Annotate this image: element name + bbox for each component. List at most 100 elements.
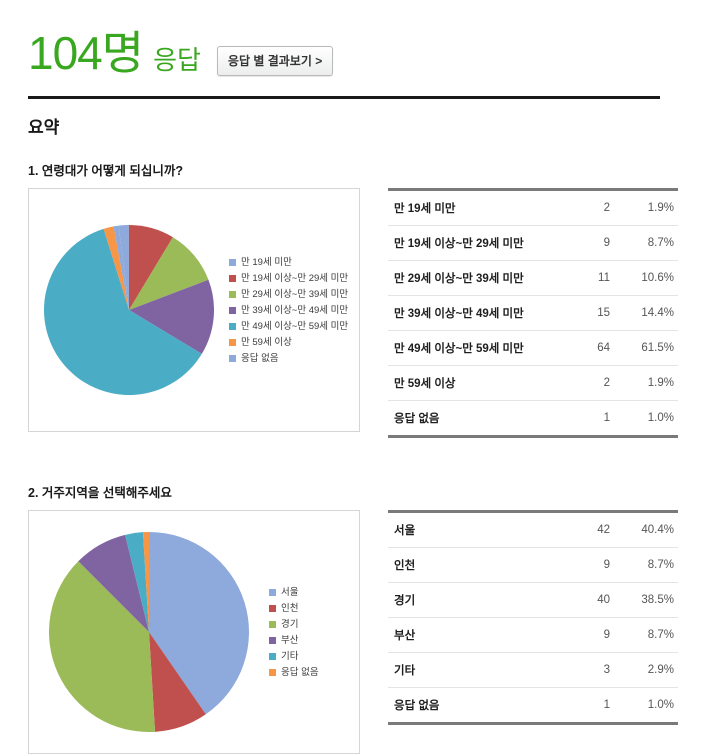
pie-slice	[129, 279, 214, 354]
legend-item: 만 39세 이상~만 49세 미만	[229, 305, 348, 316]
row-label: 만 59세 이상	[388, 365, 560, 401]
legend-label: 기타	[281, 650, 299, 662]
row-label: 부산	[388, 617, 560, 653]
question-title-1: 1. 연령대가 어떻게 되십니까?	[28, 164, 183, 178]
row-count: 9	[560, 617, 614, 653]
row-label: 경기	[388, 582, 560, 618]
row-label: 응답 없음	[388, 687, 560, 722]
response-label: 응답	[153, 45, 201, 75]
legend-item: 인천	[269, 603, 319, 614]
page-header: 104명 응답 응답 별 결과보기 >	[0, 0, 727, 80]
row-percent: 1.0%	[614, 400, 678, 435]
response-count: 104명	[28, 27, 144, 79]
table-row: 부산 9 8.7%	[388, 617, 678, 653]
legend-item: 응답 없음	[229, 353, 348, 364]
table-row: 서울 42 40.4%	[388, 513, 678, 548]
results-table-2: 서울 42 40.4% 인천 9 8.7% 경기 40 38.5% 부산 9 8.7% 기타 3 2.9% 응…	[388, 513, 678, 722]
table-row: 응답 없음 1 1.0%	[388, 400, 678, 435]
results-table-wrap-1: 만 19세 미만 2 1.9% 만 19세 이상~만 29세 미만 9 8.7% 만 29세…	[388, 188, 678, 438]
legend-item: 부산	[269, 635, 319, 646]
question-body-1: 만 19세 미만 만 19세 이상~만 29세 미만 만 29세 이상~만 39세 …	[28, 188, 727, 438]
row-percent: 61.5%	[614, 330, 678, 366]
pie-slice	[142, 532, 149, 632]
legend-swatch-icon	[269, 620, 276, 628]
legend-label: 인천	[281, 602, 299, 614]
row-percent: 1.9%	[647, 202, 674, 214]
legend-swatch-icon	[229, 338, 236, 346]
table-row: 만 19세 미만 2 1.9%	[388, 191, 678, 226]
pie-slice	[118, 225, 129, 310]
pie-slice	[128, 225, 173, 310]
row-percent: 8.7%	[614, 547, 678, 583]
legend-swatch-icon	[229, 354, 236, 362]
table-row: 만 39세 이상~만 49세 미만 15 14.4%	[388, 295, 678, 331]
row-label: 응답 없음	[388, 400, 560, 435]
legend-label: 만 49세 이상~만 59세 미만	[241, 320, 349, 332]
question-block-1: 1. 연령대가 어떻게 되십니까? 만 19세 미만 만 19세 이상~만 29세…	[0, 160, 727, 438]
row-label: 만 19세 미만	[394, 203, 456, 215]
legend-item: 기타	[269, 651, 319, 662]
row-label: 기타	[388, 652, 560, 688]
pie-slice	[103, 226, 129, 310]
legend-swatch-icon	[229, 290, 236, 298]
pie-slice	[49, 561, 156, 732]
legend-item: 만 29세 이상~만 39세 미만	[229, 289, 348, 300]
question-block-2: 2. 거주지역을 선택해주세요 서울 인천 경기 부산 기타 응답 없음 서울 42 40.4…	[0, 482, 727, 754]
table-row: 응답 없음 1 1.0%	[388, 687, 678, 722]
row-count: 2	[560, 365, 614, 401]
row-count: 1	[560, 400, 614, 435]
pie-slice	[149, 632, 206, 732]
legend-swatch-icon	[269, 668, 276, 676]
results-table-wrap-2: 서울 42 40.4% 인천 9 8.7% 경기 40 38.5% 부산 9 8.7% 기타 3 2.9% 응…	[388, 510, 678, 725]
legend-label: 응답 없음	[281, 666, 319, 678]
legend-swatch-icon	[269, 604, 276, 612]
row-label: 만 29세 이상~만 39세 미만	[388, 260, 560, 296]
legend-swatch-icon	[229, 322, 236, 330]
row-count: 3	[560, 652, 614, 688]
results-table-1: 만 19세 미만 2 1.9% 만 19세 이상~만 29세 미만 9 8.7% 만 29세…	[388, 191, 678, 435]
legend-swatch-icon	[229, 274, 236, 282]
header-divider	[28, 96, 660, 99]
row-count: 1	[560, 687, 614, 722]
legend-swatch-icon	[269, 588, 276, 596]
legend-label: 만 59세 이상	[241, 336, 292, 348]
summary-heading: 요약	[28, 118, 60, 137]
table-row: 경기 40 38.5%	[388, 582, 678, 618]
pie-chart-panel-1: 만 19세 미만 만 19세 이상~만 29세 미만 만 29세 이상~만 39세 …	[28, 188, 360, 432]
row-percent: 14.4%	[614, 295, 678, 331]
row-percent: 40.4%	[641, 524, 674, 536]
legend-label: 응답 없음	[241, 352, 279, 364]
row-percent: 8.7%	[614, 617, 678, 653]
legend-item: 만 19세 이상~만 29세 미만	[229, 273, 348, 284]
legend-label: 부산	[281, 634, 299, 646]
pie-slice	[125, 532, 149, 632]
row-percent: 10.6%	[614, 260, 678, 296]
pie-slice	[129, 237, 209, 310]
pie-chart-svg-1	[44, 225, 214, 395]
legend-swatch-icon	[229, 258, 236, 266]
legend-label: 서울	[281, 586, 299, 598]
row-percent: 8.7%	[614, 225, 678, 261]
table-row: 만 59세 이상 2 1.9%	[388, 365, 678, 401]
legend-swatch-icon	[269, 636, 276, 644]
legend-item: 만 49세 이상~만 59세 미만	[229, 321, 348, 332]
legend-item: 만 59세 이상	[229, 337, 348, 348]
view-by-response-button[interactable]: 응답 별 결과보기 >	[216, 46, 334, 76]
row-count: 2	[603, 202, 610, 214]
legend-item: 경기	[269, 619, 319, 630]
row-percent: 1.9%	[614, 365, 678, 401]
row-count: 42	[597, 524, 610, 536]
table-row: 기타 3 2.9%	[388, 652, 678, 688]
row-label: 서울	[394, 525, 416, 537]
legend-item: 응답 없음	[269, 667, 319, 678]
row-count: 9	[560, 547, 614, 583]
table-row: 만 29세 이상~만 39세 미만 11 10.6%	[388, 260, 678, 296]
row-count: 40	[560, 582, 614, 618]
pie-slice	[113, 225, 129, 310]
legend-label: 만 29세 이상~만 39세 미만	[241, 288, 349, 300]
legend-label: 만 39세 이상~만 49세 미만	[241, 304, 349, 316]
legend-label: 경기	[281, 618, 299, 630]
row-label: 만 19세 이상~만 29세 미만	[388, 225, 560, 261]
